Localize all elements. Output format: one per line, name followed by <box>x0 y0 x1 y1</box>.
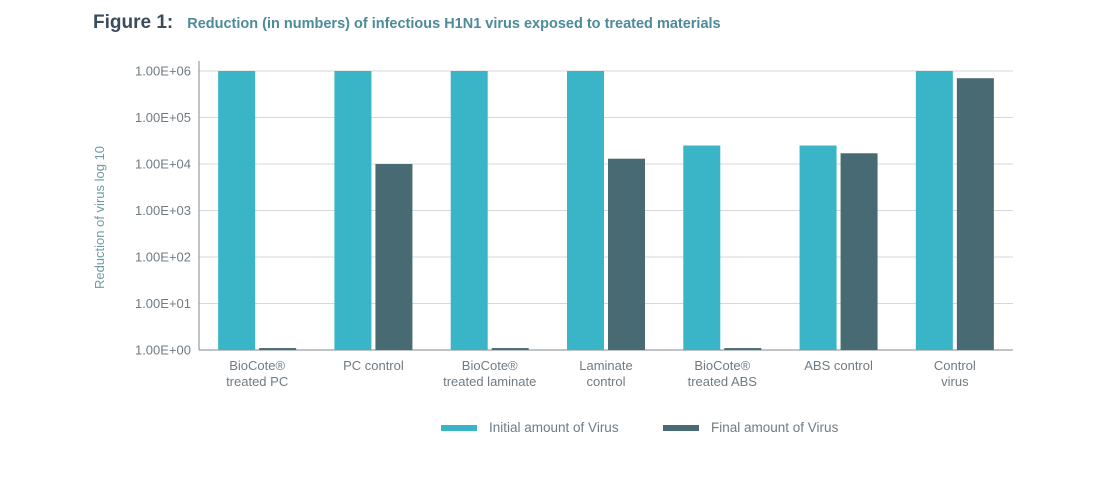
bar-initial <box>799 145 837 350</box>
y-tick-label: 1.00E+01 <box>135 296 191 311</box>
bar-initial <box>915 71 953 350</box>
bar-final <box>956 78 994 350</box>
x-tick-label: BioCote® treated PC <box>226 358 288 389</box>
bar-initial <box>218 71 256 350</box>
legend-label-final: Final amount of Virus <box>711 420 839 435</box>
y-tick-label: 1.00E+04 <box>135 157 191 172</box>
figure-label: Figure 1: <box>93 12 174 33</box>
bar-final <box>724 348 762 350</box>
bar-final <box>259 348 297 350</box>
bar-final <box>491 348 529 350</box>
bar-final <box>840 153 878 350</box>
y-tick-label: 1.00E+02 <box>135 250 191 265</box>
x-tick-label: BioCote® treated laminate <box>443 358 536 389</box>
figure-header: Figure 1: Reduction (in numbers) of infe… <box>93 12 721 34</box>
x-tick-label: Control virus <box>934 358 976 389</box>
legend-swatch-initial <box>441 425 477 431</box>
x-tick-label: BioCote® treated ABS <box>688 358 758 389</box>
x-tick-label: ABS control <box>804 358 873 373</box>
x-tick-label: Laminate control <box>579 358 632 389</box>
bar-initial <box>334 71 372 350</box>
legend-swatch-final <box>663 425 699 431</box>
bar-initial <box>567 71 604 350</box>
y-tick-label: 1.00E+06 <box>135 64 191 79</box>
y-tick-label: 1.00E+05 <box>135 110 191 125</box>
y-axis-label: Reduction of virus log 10 <box>92 146 107 289</box>
bar-initial <box>450 71 488 350</box>
bar-final <box>375 164 413 350</box>
x-tick-label: PC control <box>343 358 404 373</box>
bar-final <box>608 158 645 350</box>
y-tick-label: 1.00E+03 <box>135 203 191 218</box>
bar-initial <box>683 145 721 350</box>
y-tick-label: 1.00E+00 <box>135 343 191 358</box>
legend-label-initial: Initial amount of Virus <box>489 420 619 435</box>
figure-title: Reduction (in numbers) of infectious H1N… <box>187 16 721 32</box>
